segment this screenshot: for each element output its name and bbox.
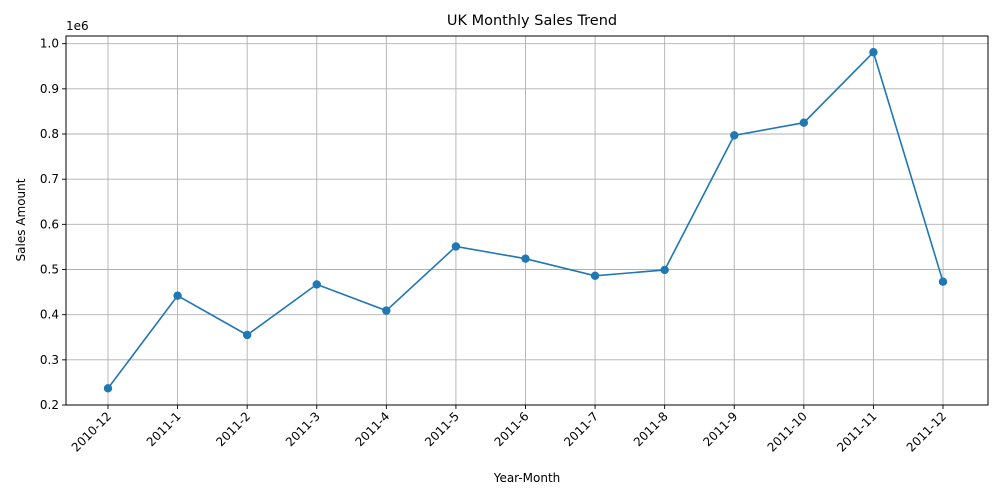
y-tick-label: 0.2 (40, 398, 59, 412)
x-tick-label: 2011-9 (700, 409, 740, 449)
x-tick-label: 2011-6 (492, 409, 532, 449)
data-point (590, 271, 600, 281)
x-tick-label: 2011-10 (765, 409, 810, 454)
x-tick-label: 2011-2 (213, 409, 253, 449)
x-tick-label: 2010-12 (69, 409, 114, 454)
data-point (103, 384, 113, 393)
y-tick-label: 0.5 (40, 263, 59, 277)
plot-frame (65, 35, 989, 406)
x-tick-label: 2011-8 (631, 409, 671, 449)
data-point (799, 118, 809, 127)
data-point (451, 242, 461, 251)
data-point (521, 254, 530, 263)
data-point (242, 330, 252, 340)
chart-title: UK Monthly Sales Trend (447, 13, 617, 29)
y-tick-label: 1.0 (40, 37, 59, 51)
y-tick-label: 0.9 (40, 82, 59, 96)
data-point (382, 306, 391, 315)
y-axis-label: Sales Amount (14, 178, 28, 261)
x-axis-label: Year-Month (493, 471, 561, 485)
x-tick-label: 2011-12 (904, 409, 949, 454)
data-point (312, 280, 321, 289)
data-point (869, 48, 878, 57)
series-layer (103, 48, 948, 393)
x-tick-label: 2011-1 (144, 409, 184, 449)
y-tick-label: 0.6 (40, 217, 59, 231)
data-point (938, 277, 948, 286)
data-point (173, 291, 182, 300)
x-tick-label: 2011-11 (834, 409, 879, 454)
x-tick-label: 2011-4 (352, 409, 392, 449)
x-tick-label: 2011-5 (422, 409, 462, 449)
y-tick-label: 0.4 (40, 308, 59, 322)
data-point (730, 131, 739, 140)
data-point (660, 265, 669, 275)
grid (66, 36, 988, 406)
x-axis: 2010-12 2011-1 2011-2 2011-3 2011-4 2011-5 201… (69, 405, 949, 455)
y-axis: 0.2 0.3 0.4 0.5 0.6 0.7 0.8 0.9 1.0 (40, 37, 66, 412)
y-tick-label: 0.3 (40, 353, 59, 367)
y-axis-offset-label: 1e6 (66, 19, 89, 33)
x-tick-label: 2011-7 (561, 409, 601, 449)
y-tick-label: 0.8 (40, 127, 59, 141)
x-tick-label: 2011-3 (283, 409, 323, 449)
y-tick-label: 0.7 (40, 172, 59, 186)
